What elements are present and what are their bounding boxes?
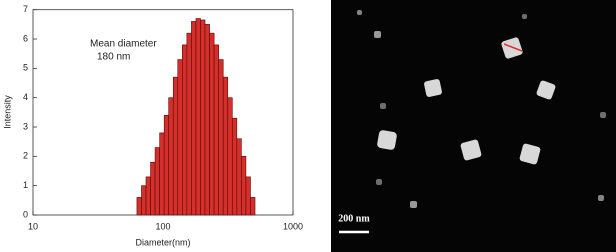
bar bbox=[182, 44, 188, 216]
particle bbox=[380, 103, 386, 109]
annotation: 180 nm bbox=[97, 52, 130, 63]
bar bbox=[172, 76, 179, 216]
y-tick-label: 3 bbox=[23, 121, 28, 131]
x-axis-title: Diameter(nm) bbox=[135, 237, 190, 247]
bar bbox=[241, 156, 247, 216]
image-background bbox=[331, 0, 616, 252]
particle bbox=[600, 112, 606, 118]
particle bbox=[501, 37, 523, 59]
particle bbox=[424, 79, 442, 97]
bar bbox=[150, 161, 156, 216]
bar bbox=[204, 24, 210, 216]
bar bbox=[159, 132, 165, 216]
bar bbox=[200, 19, 206, 216]
particle bbox=[410, 201, 417, 208]
particle bbox=[374, 31, 381, 38]
particle bbox=[522, 14, 527, 19]
bar bbox=[154, 147, 160, 216]
bar bbox=[218, 59, 224, 216]
y-tick-label: 2 bbox=[23, 151, 28, 161]
bar bbox=[195, 18, 201, 216]
bar bbox=[227, 97, 233, 216]
scale-label: 200 nm bbox=[338, 213, 370, 224]
particle bbox=[536, 80, 556, 100]
bar bbox=[222, 76, 229, 216]
sem-image: 200 nm bbox=[331, 0, 616, 252]
x-tick-label: 1000 bbox=[283, 221, 303, 231]
bar bbox=[136, 197, 142, 216]
particles bbox=[357, 10, 606, 208]
bar bbox=[209, 32, 215, 216]
x-tick-label: 100 bbox=[155, 221, 170, 231]
y-tick-label: 0 bbox=[23, 209, 28, 219]
bar bbox=[186, 32, 192, 216]
y-tick-label: 7 bbox=[23, 4, 28, 14]
y-tick-label: 5 bbox=[23, 63, 28, 73]
bar bbox=[145, 176, 151, 216]
bar bbox=[236, 138, 242, 216]
bar bbox=[231, 117, 238, 216]
y-tick-label: 4 bbox=[23, 92, 28, 102]
bar bbox=[191, 21, 197, 216]
bar bbox=[168, 97, 174, 216]
annotation: Mean diameter bbox=[90, 39, 157, 50]
bar bbox=[177, 59, 183, 216]
particle bbox=[357, 10, 362, 15]
y-tick-label: 1 bbox=[23, 180, 28, 190]
bar bbox=[245, 176, 251, 216]
bar bbox=[250, 197, 256, 216]
particle bbox=[377, 130, 397, 150]
y-axis-title: Intensity bbox=[2, 95, 12, 129]
measure-line bbox=[503, 43, 523, 52]
bar bbox=[163, 114, 169, 216]
particle bbox=[598, 195, 604, 201]
particle bbox=[376, 179, 382, 185]
particle bbox=[519, 143, 541, 165]
y-tick-label: 6 bbox=[23, 33, 28, 43]
particle bbox=[460, 139, 482, 161]
x-tick-label: 10 bbox=[28, 221, 38, 231]
bar bbox=[213, 44, 219, 216]
bar bbox=[141, 185, 147, 216]
